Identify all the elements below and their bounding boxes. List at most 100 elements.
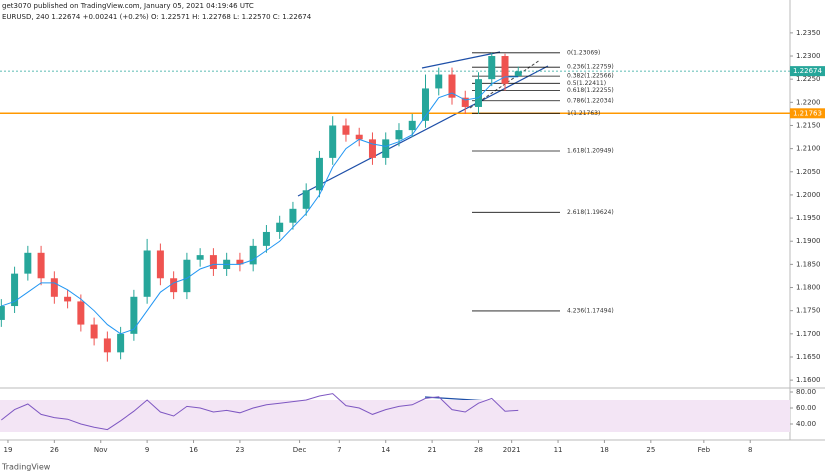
tradingview-logo: TradingView <box>1 463 51 472</box>
y-tick-label: 1.1750 <box>796 307 821 315</box>
x-tick-label: 19 <box>3 446 12 454</box>
candle-body <box>514 71 522 76</box>
fib-label: 0.5(1.22411) <box>567 80 606 87</box>
candle-body <box>170 278 178 293</box>
x-tick-label: Feb <box>698 446 711 454</box>
y-tick-label: 1.2150 <box>796 121 821 129</box>
candle-body <box>103 338 111 353</box>
x-tick-label: 7 <box>337 446 341 454</box>
candle-body <box>262 231 270 246</box>
candle-body <box>302 190 310 209</box>
candle-body <box>276 222 284 232</box>
y-tick-label: 1.1650 <box>796 353 821 361</box>
y-tick-label: 1.2100 <box>796 145 821 153</box>
candle-body <box>196 255 204 260</box>
x-tick-label: 11 <box>554 446 563 454</box>
candle-body <box>130 296 138 334</box>
price-label-box <box>790 66 825 77</box>
candle-body <box>315 157 323 191</box>
candle-body <box>156 250 164 279</box>
x-tick-label: 14 <box>381 446 390 454</box>
x-tick-label: 21 <box>428 446 437 454</box>
candle-body <box>408 120 416 131</box>
y-tick-label: 80.00 <box>796 388 816 396</box>
x-tick-label: 25 <box>646 446 655 454</box>
candle-body <box>289 208 297 223</box>
candle-body <box>37 252 45 279</box>
candle-body <box>329 125 337 158</box>
price-label: 1.22674 <box>793 67 822 75</box>
rsi-band <box>0 400 790 432</box>
x-tick-label: 16 <box>189 446 198 454</box>
candle-body <box>143 250 151 297</box>
candle-body <box>209 255 217 270</box>
symbol-line: EURUSD, 240 1.22674 +0.00241 (+0.2%) O: … <box>2 13 312 21</box>
candle-body <box>368 139 376 158</box>
x-tick-label: Nov <box>94 446 108 454</box>
x-tick-label: 26 <box>50 446 59 454</box>
y-tick-label: 1.2000 <box>796 191 821 199</box>
candle-body <box>117 333 125 353</box>
candle-body <box>421 88 429 121</box>
y-tick-label: 1.1950 <box>796 214 821 222</box>
fib-label: 1.618(1.20949) <box>567 147 614 154</box>
x-tick-label: 23 <box>235 446 244 454</box>
series-line <box>1 393 519 431</box>
fib-label: 2.618(1.19624) <box>567 209 614 216</box>
candle-body <box>435 74 443 89</box>
candle-body <box>342 125 350 135</box>
author-line: get3070 published on TradingView.com, Ja… <box>2 2 254 10</box>
y-tick-label: 1.1900 <box>796 237 821 245</box>
fib-label: 1(1.21763) <box>567 110 600 117</box>
price-label-box <box>790 108 825 119</box>
y-tick-label: 1.2250 <box>796 75 821 83</box>
fib-label: 0.236(1.22759) <box>567 64 614 71</box>
y-tick-label: 60.00 <box>796 404 816 412</box>
y-tick-label: 1.2300 <box>796 52 821 60</box>
candle-body <box>249 245 257 265</box>
x-tick-label: 9 <box>145 446 149 454</box>
y-tick-label: 1.2200 <box>796 98 821 106</box>
candle-body <box>0 306 5 320</box>
candle-body <box>64 296 72 302</box>
fib-label: 4.236(1.17494) <box>567 307 614 314</box>
candle-body <box>488 56 496 80</box>
fib-label: 0.618(1.22255) <box>567 87 614 94</box>
x-tick-label: 8 <box>748 446 752 454</box>
fib-label: 0.786(1.22034) <box>567 97 614 104</box>
candle-body <box>90 324 98 339</box>
candle-body <box>183 259 191 293</box>
candle-body <box>395 130 403 140</box>
candle-body <box>461 97 469 107</box>
candle-body <box>24 252 32 274</box>
y-tick-label: 1.1800 <box>796 284 821 292</box>
candle-body <box>11 273 19 307</box>
logo-text: TradingView <box>1 463 51 472</box>
candle-body <box>501 56 509 84</box>
x-tick-label: 28 <box>474 446 483 454</box>
y-tick-label: 40.00 <box>796 420 816 428</box>
candle-body <box>77 301 85 325</box>
y-tick-label: 1.1850 <box>796 260 821 268</box>
trend-line <box>297 65 549 197</box>
candle-body <box>236 259 244 265</box>
x-tick-label: 2021 <box>503 446 521 454</box>
fib-label: 0(1.23069) <box>567 49 600 56</box>
trend-line <box>421 51 501 69</box>
y-tick-label: 1.2350 <box>796 29 821 37</box>
y-tick-label: 1.1600 <box>796 376 821 384</box>
fib-label: 0.382(1.22566) <box>567 73 614 80</box>
candle-body <box>475 79 483 107</box>
y-tick-label: 1.1700 <box>796 330 821 338</box>
series-line <box>1 76 519 335</box>
x-tick-label: 18 <box>600 446 609 454</box>
x-tick-label: Dec <box>293 446 307 454</box>
candle-body <box>50 278 58 297</box>
y-tick-label: 1.2050 <box>796 168 821 176</box>
candle-body <box>355 134 363 140</box>
price-label: 1.21763 <box>793 109 822 117</box>
candle-body <box>382 139 390 158</box>
candle-body <box>448 74 456 98</box>
